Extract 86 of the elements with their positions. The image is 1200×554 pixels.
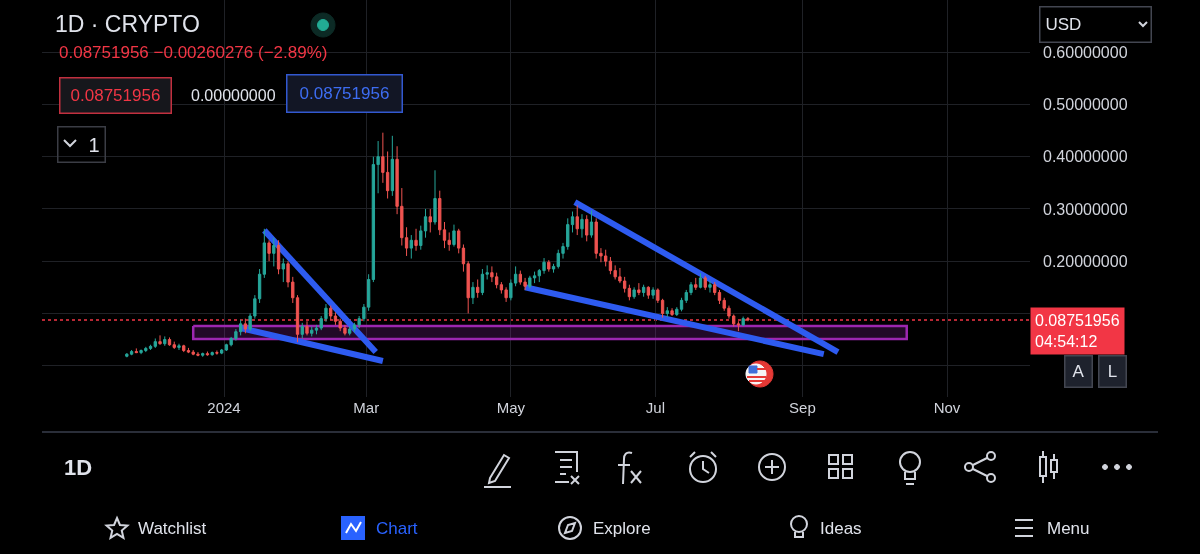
candlestick (632, 286, 636, 300)
candlestick (580, 213, 584, 239)
candlestick (698, 272, 703, 289)
x-tick-label: Sep (789, 399, 816, 416)
candlestick (167, 336, 172, 347)
text: A (1072, 362, 1085, 381)
annotation: 1 (88, 133, 100, 156)
x-tick-label: May (496, 399, 526, 416)
candlestick (575, 204, 579, 236)
candlestick (267, 239, 271, 262)
candlestick (220, 348, 224, 355)
y-tick-label: 0.40000000 (1043, 148, 1128, 166)
candlestick (172, 341, 176, 350)
text: 0.08751956 −0.00260276 (−2.89%) (59, 43, 328, 62)
candlestick (476, 278, 480, 299)
candlestick (414, 228, 418, 252)
candlestick (641, 284, 646, 298)
candlestick (428, 208, 432, 233)
annotation: 0.08751956 (299, 84, 390, 103)
candlestick (589, 210, 594, 239)
text: 1D (64, 455, 93, 480)
candlestick (300, 322, 304, 339)
candlestick (215, 350, 219, 356)
candlestick (182, 344, 186, 353)
y-tick-label: 0.60000000 (1043, 43, 1128, 61)
candlestick (703, 275, 707, 291)
candlestick (746, 316, 750, 322)
candlestick (153, 337, 157, 349)
candlestick (651, 286, 655, 300)
text: Chart (376, 519, 418, 538)
candlestick (276, 239, 281, 275)
candlestick (627, 284, 632, 301)
candlestick (433, 169, 437, 226)
text: Ideas (820, 519, 862, 538)
candlestick (348, 325, 352, 336)
text: Menu (1047, 519, 1090, 538)
x-tick-label: Mar (353, 399, 380, 416)
candlestick (129, 349, 134, 356)
text: Watchlist (138, 519, 207, 538)
candlestick (329, 305, 333, 321)
text: Explore (593, 519, 651, 538)
candlestick (163, 335, 167, 347)
text: L (1107, 362, 1118, 381)
candlestick (272, 237, 276, 267)
candlestick (201, 352, 205, 358)
candlestick (646, 285, 651, 300)
candlestick (409, 234, 413, 260)
candlestick (158, 334, 162, 346)
candlestick (177, 343, 181, 351)
y-tick-label: 0.50000000 (1043, 96, 1128, 114)
annotation: 0.08751956 (70, 86, 161, 105)
candlestick (547, 259, 551, 273)
candlestick (518, 270, 523, 286)
candlestick (608, 256, 613, 275)
candlestick (210, 351, 214, 356)
candlestick (134, 347, 138, 354)
text: 1D · CRYPTO (55, 11, 200, 38)
candlestick (694, 277, 698, 291)
candlestick (532, 271, 537, 284)
ref-line-label: 0.08751956 04:54:12 (1035, 312, 1120, 350)
candlestick (305, 320, 309, 336)
candlestick (262, 228, 266, 279)
candlestick (637, 282, 641, 296)
candlestick (243, 318, 248, 334)
candlestick (585, 214, 589, 242)
x-tick-label: Jul (645, 399, 666, 416)
x-tick-label: Nov (933, 399, 961, 416)
y-tick-label: 0.30000000 (1043, 200, 1128, 218)
annotation: 0.00000000 (191, 87, 276, 104)
candlestick (480, 268, 485, 296)
text: USD (1045, 15, 1082, 34)
candlestick (125, 352, 129, 357)
candlestick (452, 224, 456, 248)
candlestick (471, 281, 475, 305)
candlestick (528, 275, 532, 289)
candlestick (281, 258, 285, 283)
x-tick-label: 2024 (207, 399, 241, 416)
y-tick-label: 0.20000000 (1043, 252, 1128, 270)
candlestick (665, 306, 669, 318)
candlestick (186, 347, 191, 354)
candlestick (390, 135, 394, 197)
candlestick (670, 307, 674, 317)
candlestick (708, 280, 712, 294)
candlestick (310, 325, 314, 337)
candlestick (741, 316, 745, 327)
candlestick (504, 286, 508, 303)
